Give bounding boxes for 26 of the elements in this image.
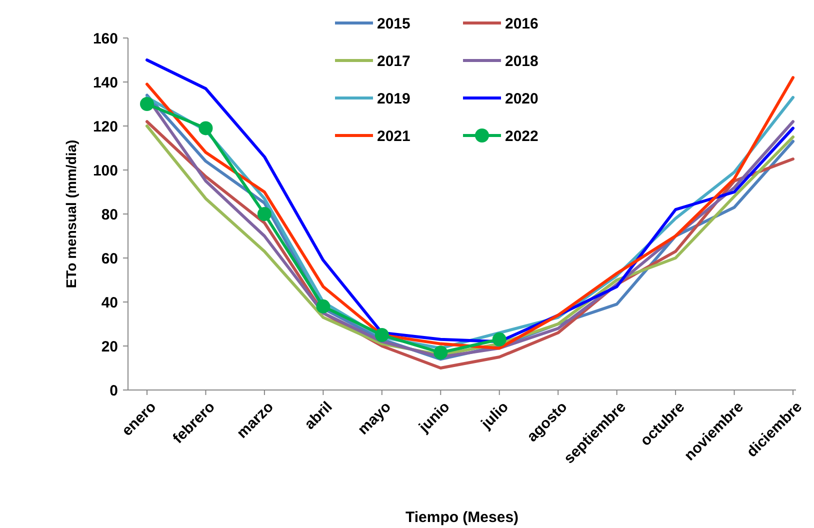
legend-label: 2022 [505, 128, 538, 145]
point [492, 332, 506, 346]
point [140, 97, 154, 111]
legend-label: 2017 [377, 52, 410, 70]
y-tick-label: 40 [101, 294, 118, 312]
legend-label: 2018 [505, 52, 538, 70]
y-tick-label: 60 [101, 250, 118, 268]
x-axis-title: Tiempo (Meses) [405, 509, 519, 526]
y-tick-label: 120 [92, 118, 118, 136]
legend-label: 2020 [505, 90, 538, 108]
y-tick-label: 80 [101, 206, 118, 224]
point [374, 328, 389, 342]
legend-label: 2015 [377, 15, 410, 32]
y-tick-label: 0 [110, 382, 118, 400]
legend-label: 2021 [377, 128, 410, 145]
legend-label: 2019 [377, 90, 410, 108]
point [434, 346, 448, 360]
legend-label: 2016 [505, 15, 538, 32]
y-tick-label: 140 [92, 74, 118, 92]
y-tick-label: 20 [101, 338, 118, 356]
point [198, 121, 213, 136]
y-tick-label: 160 [92, 30, 118, 48]
y-tick-label: 100 [92, 162, 118, 180]
point [257, 207, 272, 221]
point [316, 299, 330, 314]
y-axis-title: ETo mensual (mm/dia) [63, 140, 79, 288]
